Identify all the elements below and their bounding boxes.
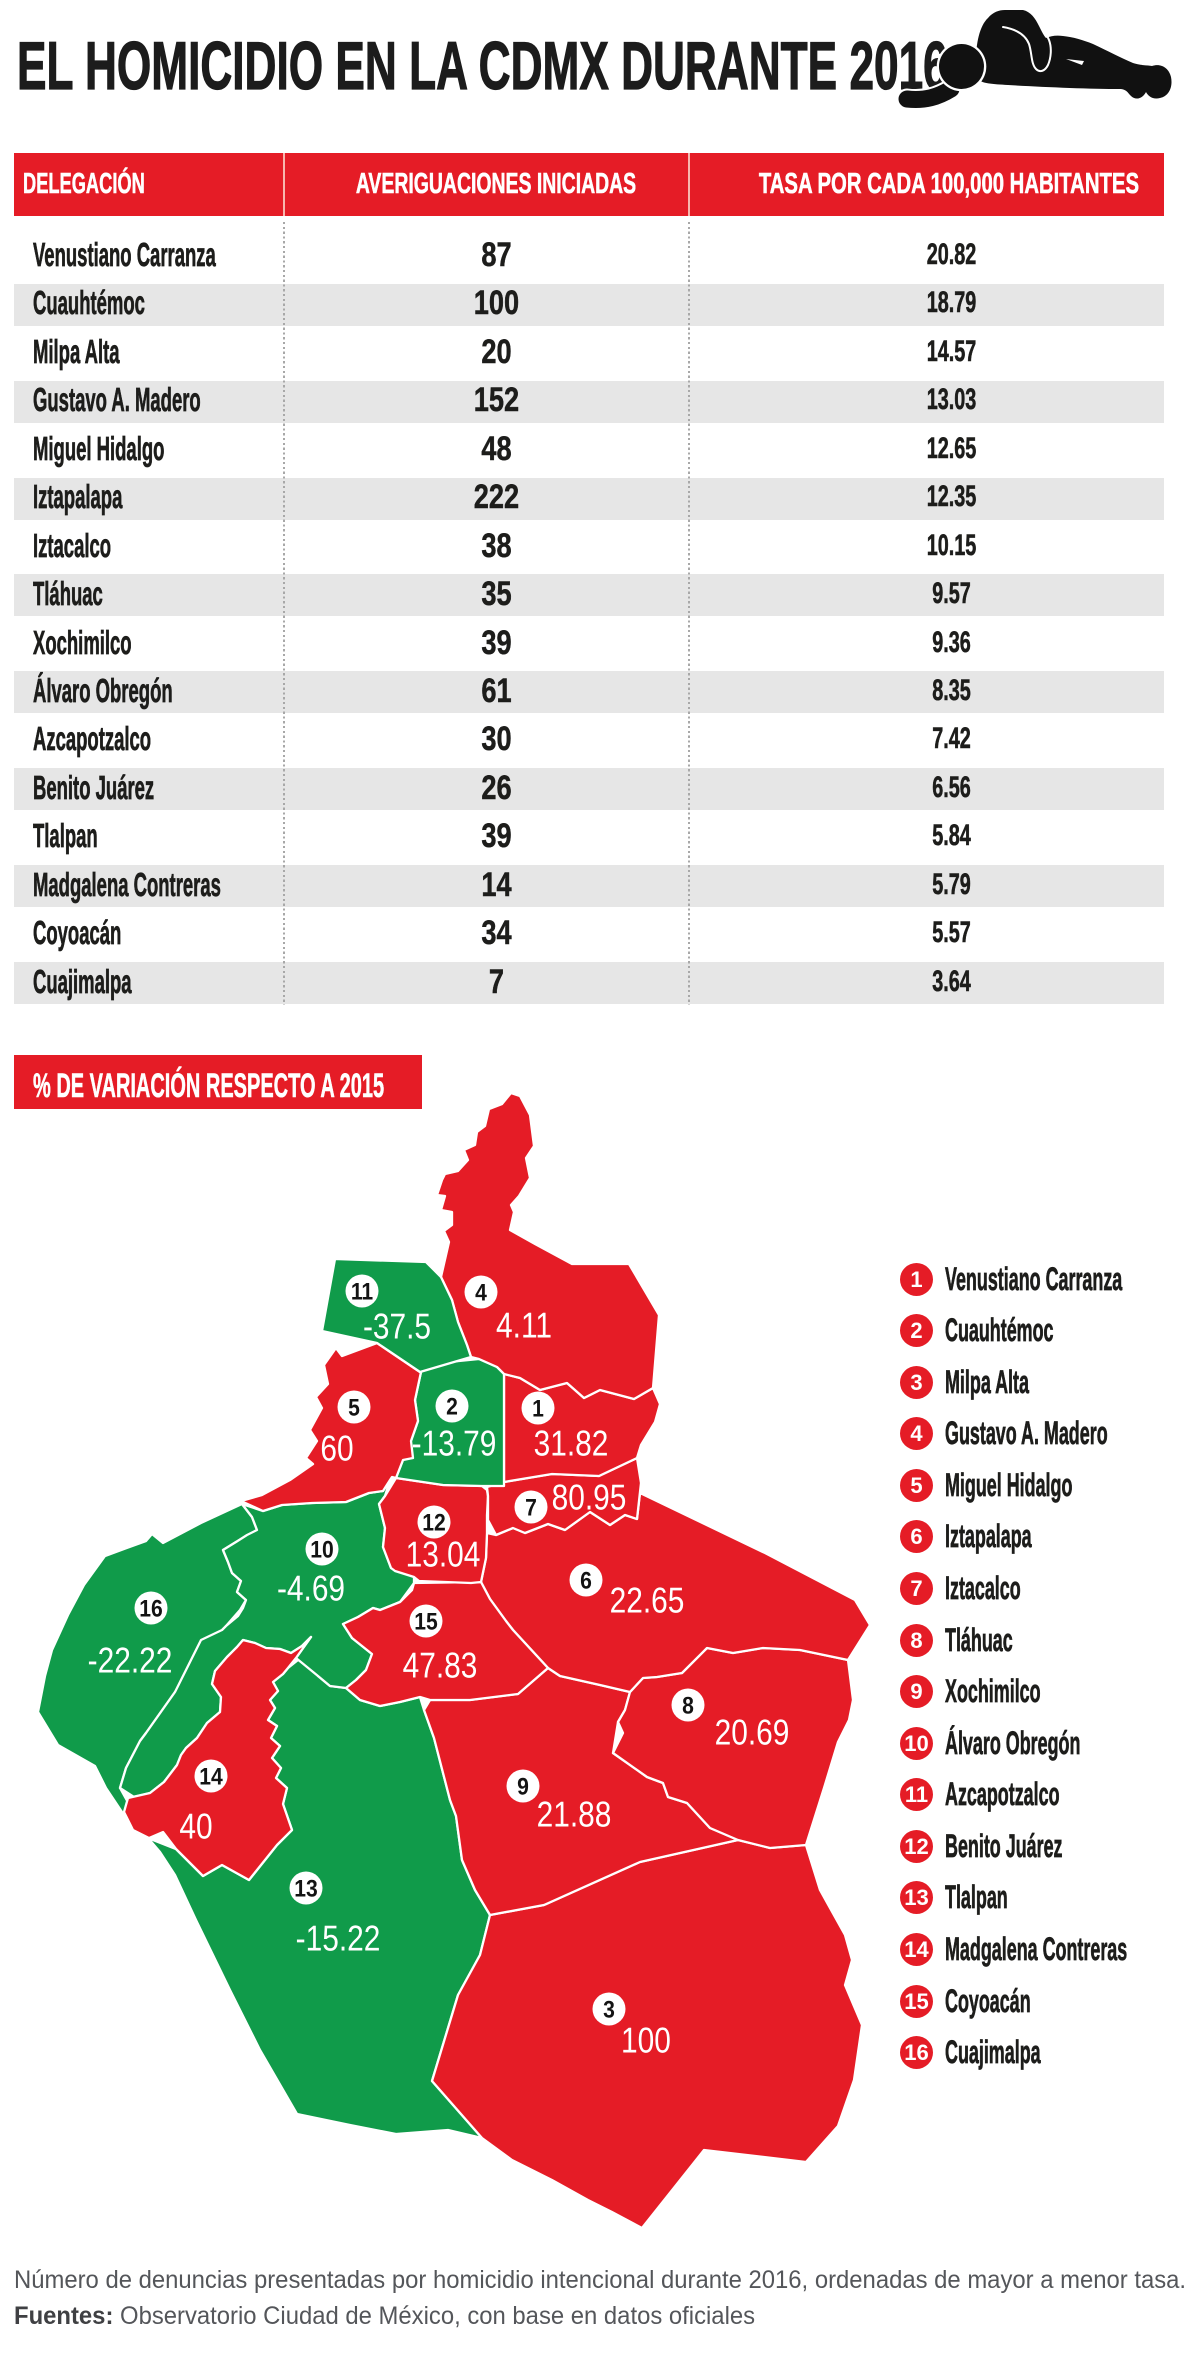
svg-text:2: 2 (446, 1394, 458, 1421)
svg-text:10: 10 (310, 1537, 333, 1564)
svg-text:13.04: 13.04 (406, 1534, 481, 1575)
svg-text:13: 13 (294, 1876, 317, 1903)
svg-text:60: 60 (320, 1428, 353, 1469)
svg-text:11: 11 (351, 1279, 373, 1306)
svg-text:31.82: 31.82 (534, 1423, 609, 1464)
svg-text:-13.79: -13.79 (412, 1423, 497, 1464)
svg-text:22.65: 22.65 (610, 1580, 685, 1621)
svg-text:21.88: 21.88 (537, 1794, 612, 1835)
svg-text:8: 8 (682, 1693, 694, 1720)
svg-text:6: 6 (580, 1568, 592, 1595)
svg-text:15: 15 (414, 1609, 437, 1636)
svg-text:12: 12 (422, 1510, 445, 1537)
svg-text:7: 7 (525, 1495, 537, 1522)
svg-text:16: 16 (139, 1596, 162, 1623)
svg-text:80.95: 80.95 (552, 1477, 627, 1518)
svg-text:-15.22: -15.22 (296, 1918, 381, 1959)
svg-text:20.69: 20.69 (715, 1712, 790, 1753)
svg-text:-22.22: -22.22 (88, 1640, 173, 1681)
svg-text:4.11: 4.11 (496, 1305, 552, 1346)
svg-text:4: 4 (475, 1280, 487, 1307)
svg-text:-37.5: -37.5 (363, 1306, 431, 1347)
svg-text:100: 100 (621, 2020, 671, 2061)
svg-text:1: 1 (532, 1396, 544, 1423)
svg-text:40: 40 (179, 1806, 212, 1847)
svg-text:3: 3 (603, 1997, 615, 2024)
svg-text:-4.69: -4.69 (277, 1568, 345, 1609)
svg-text:5: 5 (348, 1395, 360, 1422)
svg-text:47.83: 47.83 (403, 1645, 478, 1686)
svg-text:14: 14 (199, 1764, 223, 1791)
svg-text:9: 9 (517, 1774, 529, 1801)
